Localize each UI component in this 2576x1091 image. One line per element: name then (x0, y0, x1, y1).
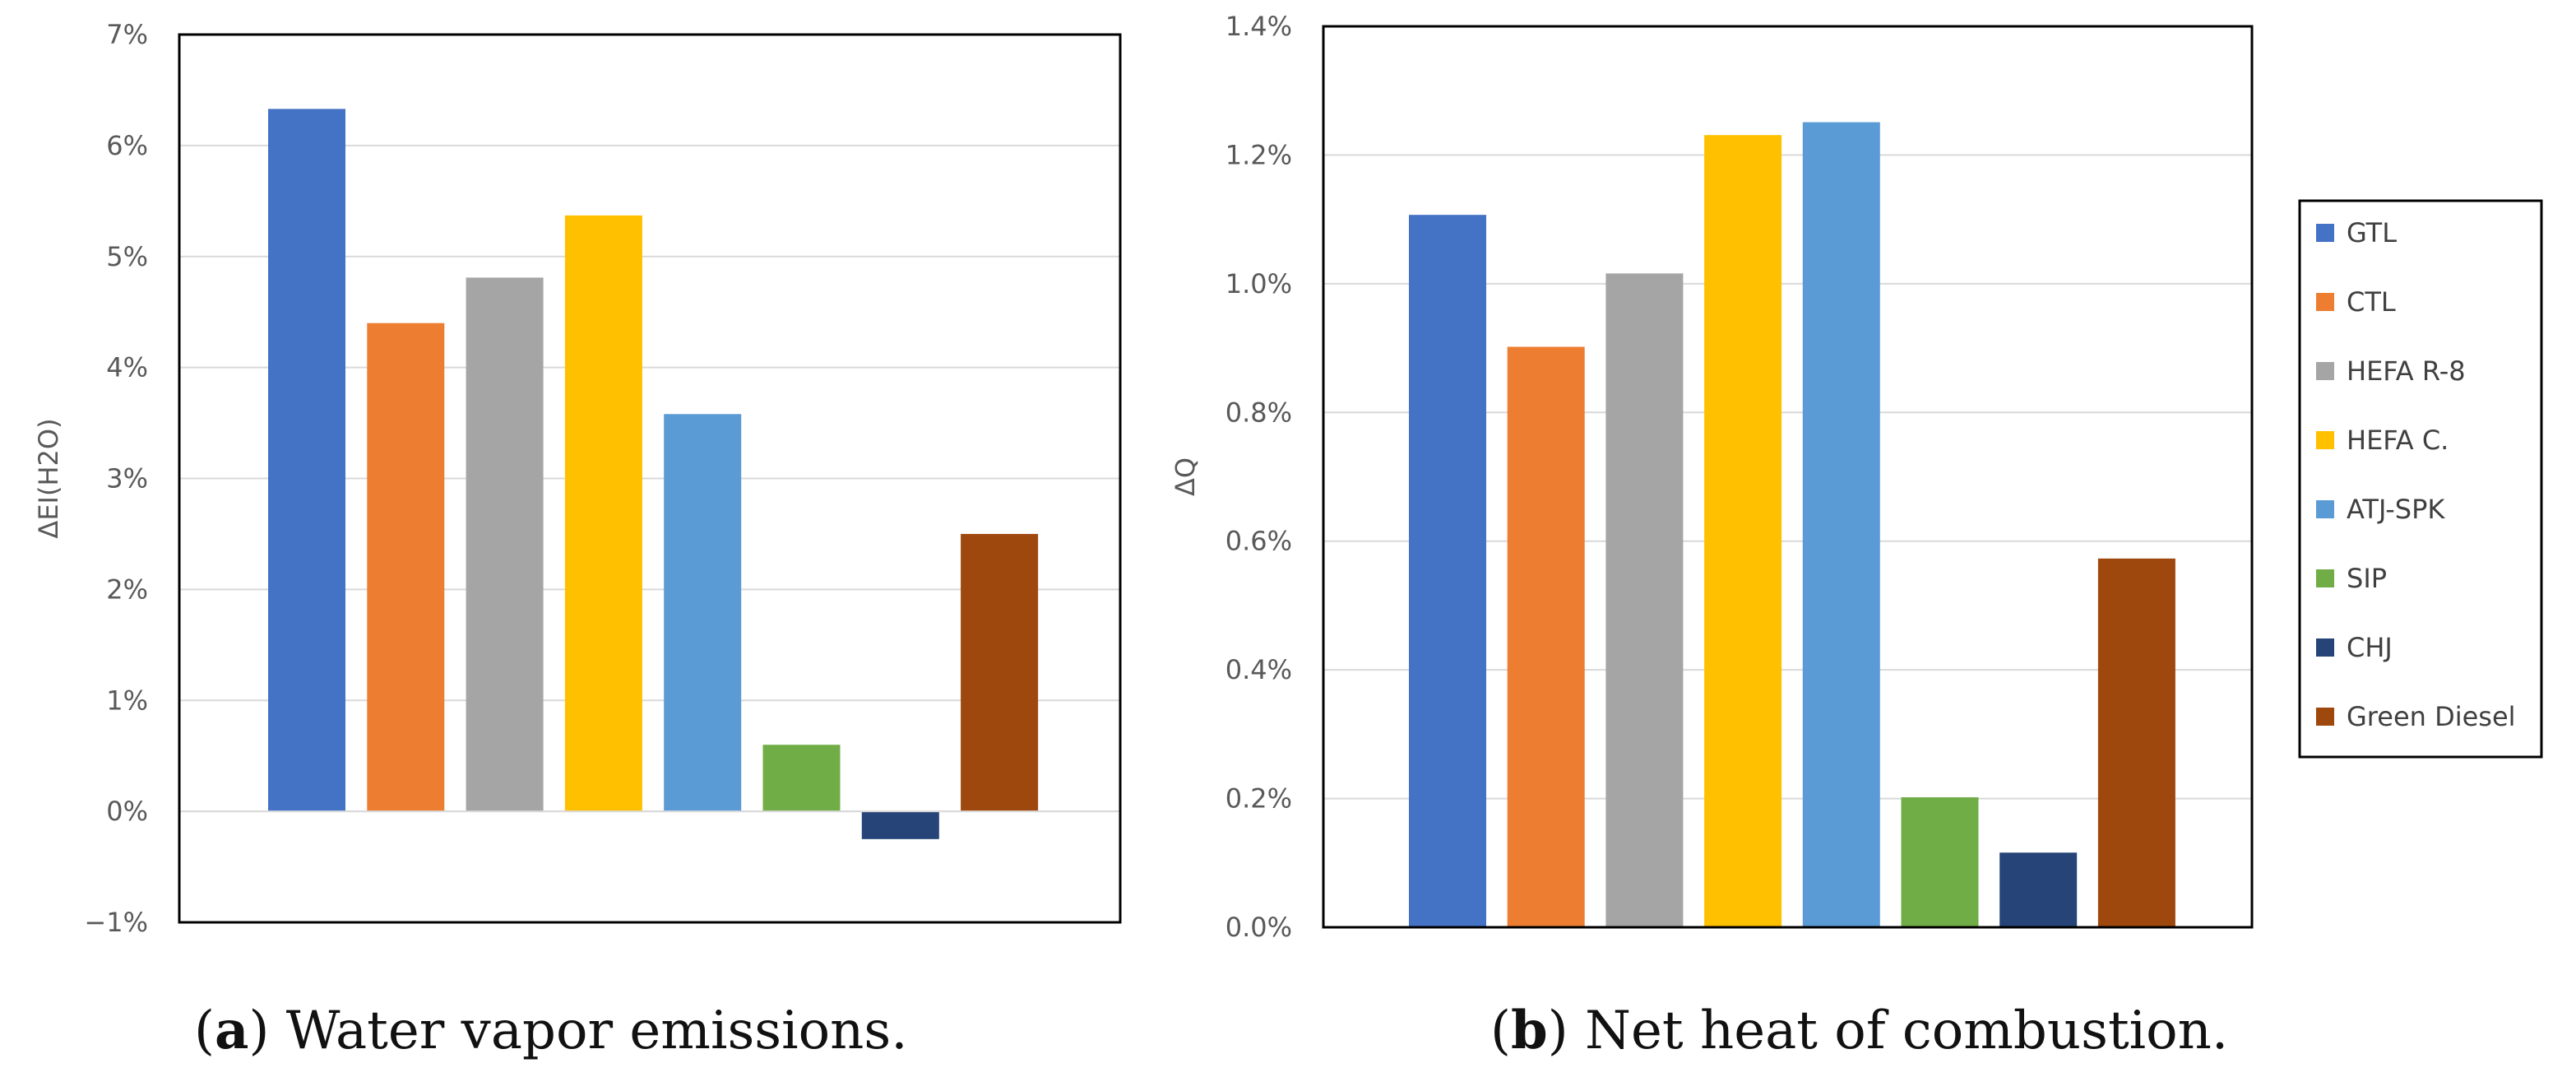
bar-hefa-r-8 (466, 277, 544, 812)
caption-a-text: Water vapor emissions. (269, 1000, 908, 1061)
y-axis-label: ΔEI(H2O) (33, 418, 64, 538)
y-tick-label: 0.2% (1225, 783, 1292, 815)
caption-a-letter: a (214, 1000, 249, 1061)
legend-label-gtl: GTL (2347, 217, 2397, 248)
legend-swatch-hefa-c- (2316, 431, 2334, 449)
bar-ctl (367, 323, 445, 812)
legend-label-sip: SIP (2347, 563, 2387, 594)
legend-label-hefa-c-: HEFA C. (2347, 425, 2449, 456)
legend-swatch-atj-spk (2316, 500, 2334, 518)
legend-swatch-green-diesel (2316, 708, 2334, 726)
caption-b-text: Net heat of combustion. (1568, 1000, 2229, 1061)
legend-label-green-diesel: Green Diesel (2347, 701, 2516, 732)
caption-b-letter: b (1510, 1000, 1548, 1061)
y-tick-label: 1.2% (1225, 139, 1292, 170)
y-tick-label: 6% (106, 130, 148, 161)
legend-label-ctl: CTL (2347, 286, 2396, 318)
y-tick-label: 7% (106, 19, 148, 50)
y-tick-label: 3% (106, 463, 148, 494)
caption-b: (b) Net heat of combustion. (1490, 1000, 2229, 1061)
y-tick-label: 0.0% (1225, 912, 1292, 943)
bar-green-diesel (961, 533, 1039, 812)
y-tick-label: 0.8% (1225, 397, 1292, 428)
legend-border (2298, 199, 2543, 759)
bar-gtl (1409, 215, 1486, 927)
legend-swatch-ctl (2316, 293, 2334, 311)
chart-b-heat-of-combustion: 0.0% 0.2% 0.4% 0.6% 0.8% 1.0% 1.2% 1.4% ΔQ (1170, 11, 2254, 943)
legend-swatch-gtl (2316, 224, 2334, 242)
plot-area-border (1322, 25, 2254, 929)
bar-green-diesel (2097, 558, 2175, 927)
plot-area-border (178, 33, 1122, 924)
y-tick-label: 0.6% (1225, 526, 1292, 557)
y-tick-label: 0% (106, 796, 148, 827)
y-tick-label: 1.4% (1225, 11, 1292, 42)
bar-hefa-c- (1704, 135, 1782, 928)
y-tick-label: −1% (84, 907, 148, 938)
caption-a: (a) Water vapor emissions. (194, 1000, 908, 1061)
y-axis-label: ΔQ (1170, 457, 1201, 496)
chart-a-water-vapor: −1% 0% 1% 2% 3% 4% 5% 6% 7% ΔEI(H2O) (33, 19, 1122, 938)
legend-swatch-chj (2316, 638, 2334, 657)
y-tick-label: 1% (106, 685, 148, 716)
bar-chj (861, 811, 939, 839)
bar-chj (1999, 852, 2078, 927)
legend-swatch-sip (2316, 569, 2334, 587)
bar-gtl (268, 109, 345, 812)
bar-atj-spk (1802, 122, 1880, 927)
y-tick-label: 4% (106, 352, 148, 383)
bar-sip (1901, 797, 1979, 927)
y-tick-label: 5% (106, 241, 148, 272)
y-tick-label: 1.0% (1225, 268, 1292, 299)
legend-swatch-hefa-r-8 (2316, 362, 2334, 380)
legend-label-atj-spk: ATJ-SPK (2347, 494, 2445, 525)
legend-label-chj: CHJ (2347, 632, 2393, 663)
bar-hefa-r-8 (1605, 273, 1684, 927)
legend-label-hefa-r-8: HEFA R-8 (2347, 355, 2466, 387)
legend: GTL CTL HEFA R-8 HEFA C. ATJ-SPK SIP CHJ Green … (2298, 199, 2543, 759)
bar-hefa-c- (564, 215, 642, 812)
bar-ctl (1507, 346, 1585, 927)
y-tick-label: 0.4% (1225, 654, 1292, 685)
bar-atj-spk (664, 414, 742, 812)
bar-sip (762, 745, 841, 812)
y-tick-label: 2% (106, 573, 148, 605)
